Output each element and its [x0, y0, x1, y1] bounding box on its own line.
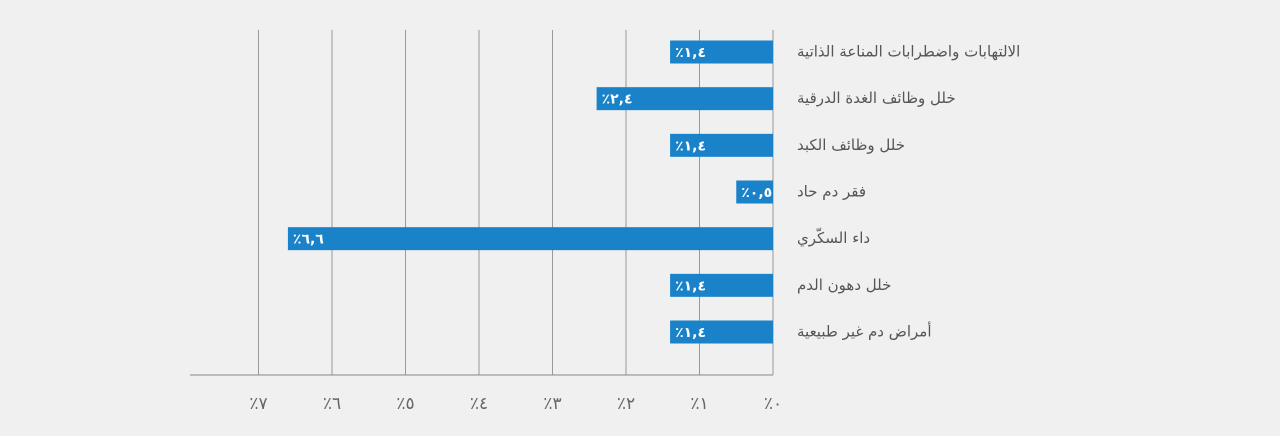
- bar: [670, 320, 773, 344]
- bar: [596, 87, 773, 111]
- value-label: ٪١,٤: [675, 45, 706, 61]
- x-tick-label: ٪٠: [764, 394, 782, 414]
- bar: [287, 227, 773, 251]
- value-label: ٪٦,٦: [293, 232, 324, 248]
- bar: [736, 180, 773, 204]
- category-label: داء السكّري: [797, 228, 870, 249]
- category-label: خلل دهون الدم: [797, 276, 891, 294]
- x-tick-label: ٪٣: [543, 394, 561, 414]
- x-tick-label: ٪٢: [617, 394, 635, 414]
- x-tick-label: ٪١: [690, 394, 708, 414]
- category-label: فقر دم حاد: [797, 183, 866, 201]
- category-label: خلل وظائف الغدة الدرقية: [797, 89, 956, 107]
- x-tick-label: ٪٦: [323, 394, 341, 414]
- value-label: ٪٢,٤: [602, 92, 633, 108]
- bar: [670, 133, 773, 157]
- value-label: ٪١,٤: [675, 138, 706, 154]
- bar: [670, 273, 773, 297]
- x-tick-label: ٪٥: [396, 394, 414, 414]
- bar: [670, 40, 773, 64]
- category-label: أمراض دم غير طبيعية: [797, 322, 932, 341]
- x-tick-label: ٪٤: [470, 394, 488, 414]
- value-label: ٪١,٤: [675, 325, 706, 341]
- category-label: خلل وظائف الكبد: [797, 136, 905, 154]
- value-label: ٪٠,٥: [741, 185, 772, 201]
- category-label: الالتهابات واضطرابات المناعة الذاتية: [797, 43, 1020, 61]
- x-tick-label: ٪٧: [249, 394, 267, 414]
- value-label: ٪١,٤: [675, 278, 706, 294]
